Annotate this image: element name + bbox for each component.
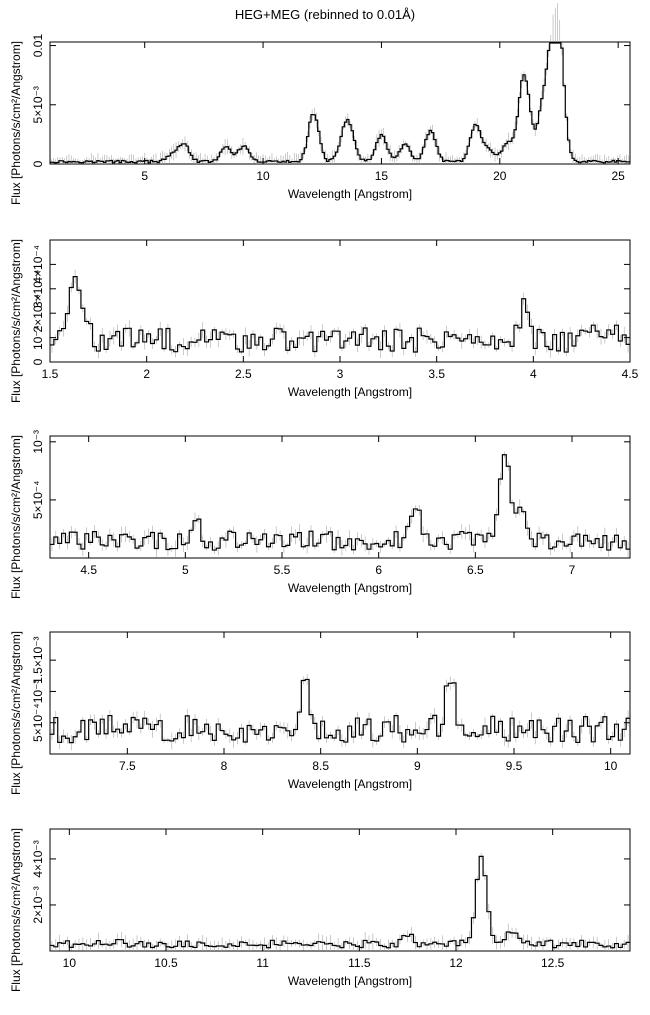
y-axis-title: Flux [Photons/s/cm²/Angstrom] — [9, 435, 23, 599]
y-tick-label: 5×10⁻³ — [31, 86, 45, 123]
y-tick-label: 2×10⁻³ — [31, 886, 45, 923]
x-tick-label: 10.5 — [154, 956, 178, 970]
x-tick-label: 5 — [182, 563, 189, 577]
x-tick-label: 9 — [414, 759, 421, 773]
y-tick-label: 10⁻⁴ — [31, 325, 45, 350]
x-tick-label: 7.5 — [119, 759, 136, 773]
x-axis-title: Wavelength [Angstrom] — [288, 385, 412, 399]
x-tick-label: 6 — [375, 563, 382, 577]
x-tick-label: 12 — [449, 956, 463, 970]
spectrum-series — [50, 42, 630, 164]
x-tick-label: 8.5 — [312, 759, 329, 773]
x-tick-label: 3 — [337, 367, 344, 381]
y-tick-label: 0 — [31, 358, 45, 365]
y-tick-label: 5×10⁻⁴ — [31, 481, 45, 520]
x-tick-label: 4 — [530, 367, 537, 381]
y-tick-label: 0 — [31, 160, 45, 167]
y-tick-label: 10⁻³ — [31, 680, 45, 704]
plot-frame — [49, 41, 631, 165]
x-tick-label: 2 — [143, 367, 150, 381]
x-axis-title: Wavelength [Angstrom] — [288, 974, 412, 988]
x-tick-label: 1.5 — [42, 367, 59, 381]
chart-title: HEG+MEG (rebinned to 0.01Å) — [234, 7, 416, 22]
y-axis-title: Flux [Photons/s/cm²/Angstrom] — [9, 41, 23, 205]
y-axis-title: Flux [Photons/s/cm²/Angstrom] — [9, 239, 23, 403]
y-tick-label: 4×10⁻⁴ — [31, 245, 45, 284]
x-axis-title: Wavelength [Angstrom] — [288, 187, 412, 201]
x-tick-label: 2.5 — [235, 367, 252, 381]
y-tick-label: 1.5×10⁻³ — [31, 636, 45, 683]
x-tick-label: 4.5 — [80, 563, 97, 577]
x-axis-title: Wavelength [Angstrom] — [288, 581, 412, 595]
x-tick-label: 15 — [375, 169, 389, 183]
x-tick-label: 12.5 — [541, 956, 565, 970]
y-axis-title: Flux [Photons/s/cm²/Angstrom] — [9, 828, 23, 992]
x-tick-label: 10 — [63, 956, 77, 970]
spectrum-series — [50, 276, 630, 353]
spectrum-panel-5: 10 10.5 11 11.5 12 12.5 2×10⁻³ 4×10⁻³ Wavelength… — [9, 828, 631, 992]
y-tick-label: 2×10⁻⁴ — [31, 294, 45, 333]
x-tick-label: 5 — [141, 169, 148, 183]
y-tick-label: 0.01 — [31, 34, 45, 58]
y-axis-title: Flux [Photons/s/cm²/Angstrom] — [9, 631, 23, 795]
x-tick-label: 11 — [256, 956, 269, 970]
x-tick-label: 5.5 — [274, 563, 291, 577]
x-tick-label: 11.5 — [348, 956, 371, 970]
spectrum-series — [50, 678, 630, 744]
x-tick-label: 3.5 — [428, 367, 445, 381]
x-tick-label: 10 — [604, 759, 618, 773]
spectrum-panel-3: 4.5 5 5.5 6 6.5 7 5×10⁻⁴ 10⁻³ Wavelength [Angstr… — [9, 430, 631, 599]
spectrum-series — [50, 454, 630, 551]
plot-frame — [49, 631, 631, 755]
y-tick-label: 4×10⁻³ — [31, 840, 45, 877]
spectrum-series — [50, 855, 630, 949]
y-tick-label: 10⁻³ — [31, 430, 45, 454]
y-tick-label: 5×10⁻⁴ — [31, 703, 45, 742]
x-tick-label: 7 — [569, 563, 576, 577]
x-tick-label: 9.5 — [506, 759, 523, 773]
plot-frame — [49, 828, 631, 952]
x-tick-label: 4.5 — [622, 367, 639, 381]
error-bars — [51, 853, 629, 951]
x-tick-label: 8 — [221, 759, 228, 773]
spectrum-panel-1: 5 10 15 20 25 0 5×10⁻³ 0.01 Wavelength [Angstrom… — [9, 3, 631, 205]
y-tick-label: 3×10⁻⁴ — [31, 270, 45, 309]
x-tick-label: 10 — [256, 169, 270, 183]
x-tick-label: 20 — [493, 169, 507, 183]
x-axis-title: Wavelength [Angstrom] — [288, 777, 412, 791]
spectrum-panel-2: 1.5 2 2.5 3 3.5 4 4.5 0 10⁻⁴2×10⁻⁴3×10⁻⁴4×10⁻⁴ Wa… — [9, 239, 639, 403]
plot-frame — [49, 435, 631, 559]
spectrum-panel-4: 7.5 8 8.5 9 9.5 10 5×10⁻⁴10⁻³1.5×10⁻³ Wavelengt… — [9, 631, 631, 795]
x-tick-label: 25 — [611, 169, 625, 183]
x-tick-label: 6.5 — [467, 563, 484, 577]
